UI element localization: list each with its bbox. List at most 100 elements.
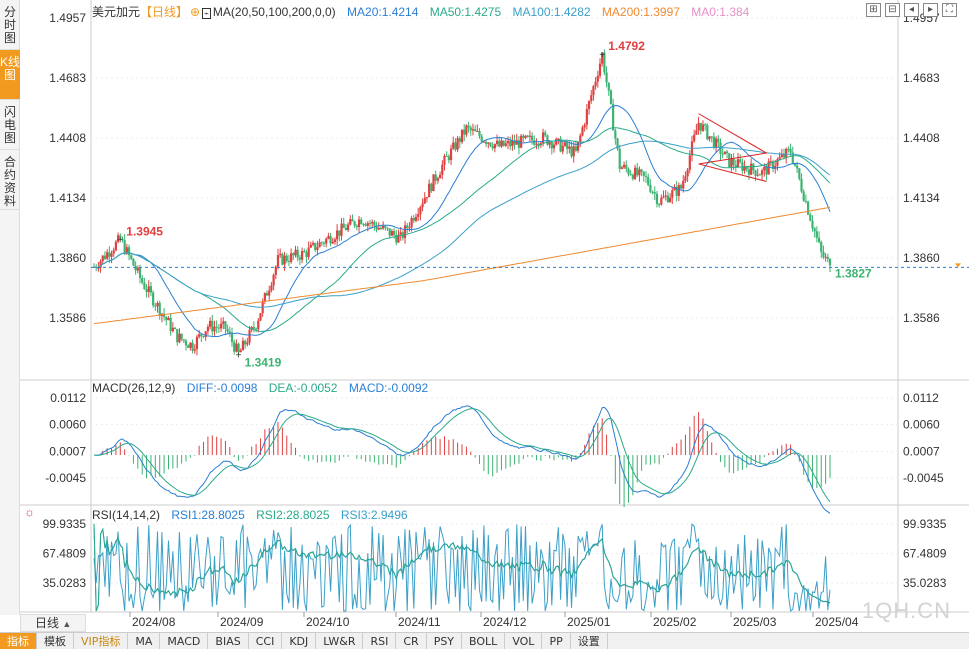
candle-body [184,340,188,346]
candle-body [469,127,472,131]
candle-body [296,249,299,258]
candle-body [154,305,157,307]
candle-body [138,267,142,278]
candle-body [517,140,521,148]
macd-tick-left: -0.0045 [45,471,86,485]
indicator-tab-模板[interactable]: 模板 [37,633,74,649]
candle-body [149,286,153,293]
candle-body [767,161,770,175]
rsi-gear-icon[interactable]: ☼ [24,505,35,519]
candle-body [607,82,610,91]
x-axis-label: 2025/04 [815,615,859,629]
indicator-tab-psy[interactable]: PSY [427,633,463,649]
candle-body [684,176,687,181]
candle-body [336,230,339,240]
candle-body [162,313,166,317]
candle-body [419,207,422,215]
indicator-tab-vol[interactable]: VOL [505,633,543,649]
indicator-tab-bias[interactable]: BIAS [208,633,249,649]
candle-body [662,196,665,198]
candle-body [824,256,827,258]
candle-body [828,258,832,266]
indicator-tab-cr[interactable]: CR [396,633,427,649]
candle-body [802,191,805,201]
ma100-line [93,140,831,308]
indicator-tab-ma[interactable]: MA [128,633,161,649]
candle-body [563,142,567,146]
candle-body [708,136,711,140]
indicator-tab-设置[interactable]: 设置 [571,633,608,649]
indicator-tab-macd[interactable]: MACD [160,633,209,649]
candle-body [428,183,431,198]
candle-body [714,138,718,149]
candle-body [587,101,591,110]
candle-body [548,142,551,145]
candle-body [793,162,797,166]
candle-body [541,132,545,144]
ma-params: MA(20,50,100,200,0,0) [212,5,336,19]
candle-body [392,231,396,236]
candle-body [561,145,564,152]
candle-body [283,255,286,265]
candle-body [557,138,560,140]
indicator-tab-指标[interactable]: 指标 [0,633,37,649]
candle-body [246,342,249,345]
move-right-icon[interactable]: ▸ [923,3,938,17]
zoom-in-icon[interactable]: ⊞ [866,3,881,17]
candle-body [568,146,571,149]
tab-contract-info[interactable]: 合约资料 [0,150,20,210]
candle-body [452,142,455,149]
x-axis-label: 2025/02 [653,615,697,629]
candle-body [734,165,737,168]
candle-body [649,184,652,192]
rsi1-value: RSI1:28.8025 [171,508,245,522]
indicator-tab-vip指标[interactable]: VIP指标 [74,633,129,649]
candle-body [592,86,595,96]
candle-body [346,224,350,231]
indicator-tab-lw&r[interactable]: LW&R [316,633,364,649]
candle-body [375,225,378,230]
ma100-value: MA100:1.4282 [512,5,591,19]
kline-chart-svg[interactable]: 1.4792+1.3419+1.3945+1.3827 1.4957 1.4957… [20,0,969,632]
candle-body [344,227,348,231]
move-left-icon[interactable]: ◂ [904,3,919,17]
period-selector-label: 日线 [35,616,60,630]
candle-body [198,334,201,337]
tab-flash[interactable]: 闪电图 [0,100,20,150]
period-selector[interactable]: 日线 ▲ [20,614,86,632]
candle-body [717,138,720,143]
candle-body [384,225,387,228]
candle-body [423,197,426,204]
indicator-tab-rsi[interactable]: RSI [363,633,397,649]
fullscreen-icon[interactable]: ⛶ [942,3,957,17]
candle-body [484,141,488,144]
candle-body [815,231,818,238]
indicator-tab-boll[interactable]: BOLL [462,633,506,649]
annotation-high: 1.4792 [608,39,645,53]
candle-body [478,131,481,137]
indicator-tab-kdj[interactable]: KDJ [282,633,317,649]
tab-timeshare[interactable]: 分时图 [0,0,20,50]
candle-body [141,277,144,283]
chart-area[interactable]: 1.4792 +1.3419 +1.3945 +1.3827 1.4957 1.4957… [20,0,969,632]
ma20-line [93,104,831,338]
candle-body [603,52,606,73]
candle-body [114,241,118,251]
candle-body [811,220,814,229]
settings-icon[interactable]: ⊕ [190,5,201,19]
indicator-tab-cci[interactable]: CCI [249,633,283,649]
candle-body [500,140,503,147]
candle-body [279,253,282,256]
candle-body [191,342,194,351]
candle-body [601,52,604,64]
candle-body [728,153,731,167]
candle-body [351,219,354,222]
candle-body [274,266,277,275]
tab-kline[interactable]: K线图 [0,50,20,100]
candle-body [653,192,656,194]
indicator-tab-pp[interactable]: PP [542,633,571,649]
candle-body [671,190,674,198]
zoom-out-icon[interactable]: ⊟ [885,3,900,17]
candle-body [463,129,466,135]
macd-tick-right: -0.0045 [903,471,944,485]
